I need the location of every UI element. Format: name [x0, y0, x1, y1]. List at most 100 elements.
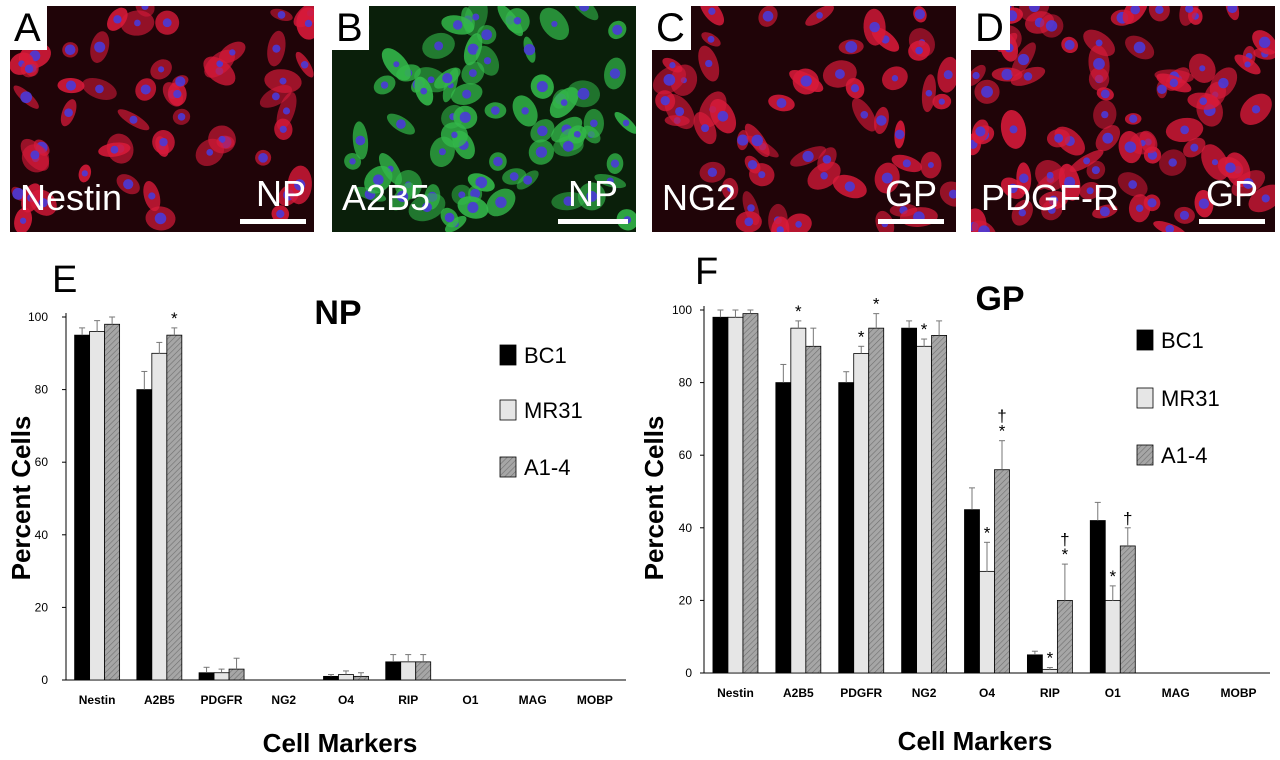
cell-nucleus: [475, 176, 488, 189]
cell-nucleus: [444, 212, 455, 223]
cell-nucleus: [12, 187, 25, 200]
cell-nucleus: [483, 57, 492, 65]
cell-nucleus: [279, 125, 287, 133]
cell-nucleus: [282, 107, 291, 115]
cell-nucleus: [914, 9, 926, 20]
marker-label-b: A2B5: [342, 177, 431, 218]
cell-nucleus: [975, 126, 986, 137]
cell-nucleus: [1130, 6, 1141, 15]
cell-nucleus: [1180, 125, 1189, 135]
cell-nucleus: [468, 69, 477, 77]
cell-nucleus: [470, 188, 481, 199]
scale-bar-b: [558, 219, 628, 224]
cell-nucleus: [304, 19, 313, 28]
cell-nucleus: [1168, 158, 1177, 167]
legend-swatch: [1136, 387, 1154, 409]
cell-nucleus: [1218, 77, 1229, 89]
cell-nucleus: [612, 24, 623, 35]
group-label-a: NP: [255, 173, 306, 214]
cell-nucleus: [467, 201, 479, 214]
significance-marker: *: [858, 327, 865, 346]
micrograph-panel-c: C NG2 GP: [652, 6, 956, 232]
cell-nucleus: [1102, 132, 1114, 144]
cell-nucleus: [675, 106, 685, 117]
bar: [805, 345, 822, 674]
cell-nucleus: [81, 170, 88, 177]
cell-nucleus: [1190, 143, 1199, 152]
cell-nucleus: [802, 150, 814, 163]
y-tick-label: 0: [41, 673, 48, 687]
cell-nucleus: [493, 156, 503, 167]
bar: [901, 327, 918, 674]
bar: [994, 469, 1010, 674]
cell-nucleus: [701, 124, 710, 133]
cell-nucleus: [1185, 6, 1194, 13]
cell-nucleus: [562, 140, 574, 152]
cell-nucleus: [1063, 176, 1076, 188]
chart-title: GP: [975, 280, 1024, 318]
cell-nucleus: [1047, 206, 1056, 214]
cell-nucleus: [981, 85, 993, 98]
panel-letter-b: B: [332, 6, 369, 50]
significance-marker: *: [171, 309, 178, 328]
x-tick-label: NG2: [271, 693, 296, 707]
x-tick-label: RIP: [398, 693, 418, 707]
cell-nucleus: [396, 190, 409, 203]
legend-label: MR31: [1161, 386, 1220, 411]
cell-nucleus: [925, 89, 933, 97]
cell-nucleus: [820, 172, 828, 180]
cell-nucleus: [64, 108, 73, 117]
scale-bar-d: [1199, 219, 1265, 224]
group-label-b: NP: [567, 173, 618, 214]
cell-nucleus: [536, 81, 548, 93]
cell-nucleus: [1225, 162, 1236, 173]
cell-nucleus: [355, 135, 366, 146]
cell-nucleus: [537, 125, 548, 137]
micrograph-background: [10, 6, 314, 232]
significance-marker: *: [999, 422, 1006, 441]
cell-nucleus: [573, 130, 581, 138]
cell-nucleus: [1129, 114, 1138, 123]
cell-nucleus: [65, 80, 77, 91]
cell-nucleus: [349, 158, 356, 165]
cell-nucleus: [915, 46, 923, 55]
cell-nucleus: [94, 41, 106, 53]
cell-nucleus: [762, 10, 774, 22]
cell-nucleus: [708, 7, 716, 15]
marker-label-a: Nestin: [20, 177, 123, 218]
cell-nucleus: [159, 137, 168, 147]
cell-nucleus: [860, 110, 869, 119]
micrograph-image-c: [652, 6, 956, 232]
cell-nucleus: [38, 198, 48, 208]
cell-nucleus: [1165, 224, 1175, 232]
significance-marker: *: [873, 295, 880, 314]
cell-nucleus: [535, 146, 548, 158]
cell-nucleus: [744, 217, 754, 227]
cell-nucleus: [276, 209, 285, 219]
bar: [775, 382, 792, 674]
cell-nucleus: [705, 59, 713, 68]
cell-nucleus: [218, 135, 226, 143]
y-tick-label: 20: [35, 600, 49, 614]
x-tick-label: Nestin: [717, 686, 754, 700]
cell-nucleus: [467, 43, 479, 55]
cell-nucleus: [606, 177, 614, 185]
micrograph-panel-b: B A2B5 NP: [332, 6, 636, 232]
cell-nucleus: [795, 221, 802, 228]
x-tick-label: MAG: [1162, 686, 1190, 700]
cell-nucleus: [560, 99, 568, 106]
significance-marker: †: [1060, 530, 1069, 549]
cell-nucleus: [660, 96, 670, 106]
significance-marker: *: [1109, 567, 1116, 586]
cell-nucleus: [422, 202, 432, 213]
x-axis-label: Cell Markers: [898, 726, 1053, 756]
significance-marker: *: [1062, 545, 1069, 564]
bar: [1104, 599, 1121, 674]
x-tick-label: MOBP: [1221, 686, 1257, 700]
cell-nucleus: [927, 161, 934, 168]
cell-nucleus: [1198, 198, 1210, 209]
y-tick-label: 100: [672, 303, 692, 317]
legend-label: BC1: [1161, 328, 1204, 353]
cell-nucleus: [1093, 57, 1105, 70]
cell-nucleus: [800, 75, 812, 87]
